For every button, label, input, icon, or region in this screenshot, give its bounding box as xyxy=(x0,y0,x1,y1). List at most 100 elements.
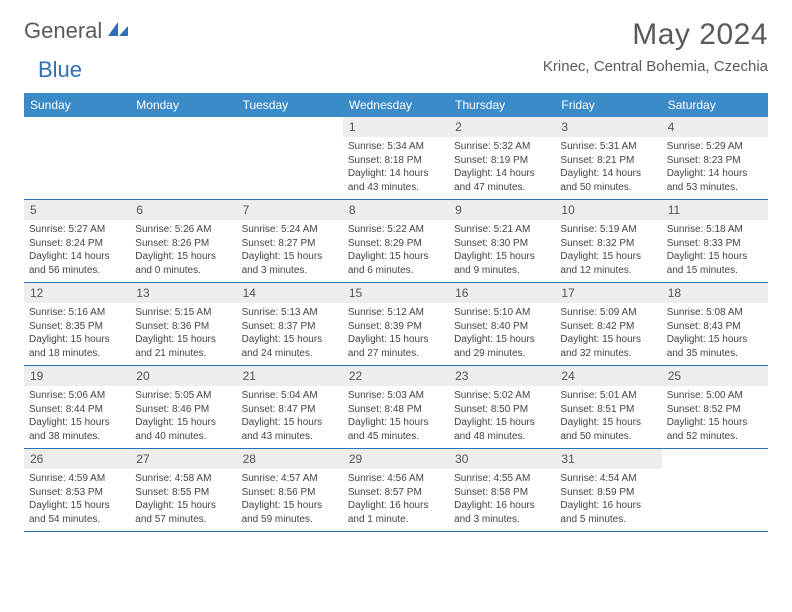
detail-line: Sunset: 8:21 PM xyxy=(560,154,656,168)
detail-line: Sunset: 8:42 PM xyxy=(560,320,656,334)
day-number: 20 xyxy=(130,366,236,386)
detail-line: Sunset: 8:52 PM xyxy=(667,403,763,417)
day-24: 24Sunrise: 5:01 AMSunset: 8:51 PMDayligh… xyxy=(555,366,661,448)
detail-line: Sunset: 8:32 PM xyxy=(560,237,656,251)
day-3: 3Sunrise: 5:31 AMSunset: 8:21 PMDaylight… xyxy=(555,117,661,199)
detail-line: Sunset: 8:29 PM xyxy=(348,237,444,251)
detail-line: Sunset: 8:27 PM xyxy=(242,237,338,251)
weekday-header-row: SundayMondayTuesdayWednesdayThursdayFrid… xyxy=(24,93,768,117)
day-details: Sunrise: 4:58 AMSunset: 8:55 PMDaylight:… xyxy=(130,469,236,531)
day-30: 30Sunrise: 4:55 AMSunset: 8:58 PMDayligh… xyxy=(449,449,555,531)
day-details: Sunrise: 5:27 AMSunset: 8:24 PMDaylight:… xyxy=(24,220,130,282)
day-29: 29Sunrise: 4:56 AMSunset: 8:57 PMDayligh… xyxy=(343,449,449,531)
brand-logo: General xyxy=(24,18,132,44)
weeks-container: 1Sunrise: 5:34 AMSunset: 8:18 PMDaylight… xyxy=(24,117,768,532)
day-23: 23Sunrise: 5:02 AMSunset: 8:50 PMDayligh… xyxy=(449,366,555,448)
brand-part2: Blue xyxy=(38,57,82,83)
day-details: Sunrise: 4:56 AMSunset: 8:57 PMDaylight:… xyxy=(343,469,449,531)
detail-line: Sunset: 8:26 PM xyxy=(135,237,231,251)
detail-line: Sunrise: 5:19 AM xyxy=(560,223,656,237)
detail-line: Sunset: 8:50 PM xyxy=(454,403,550,417)
blank-day xyxy=(237,117,343,199)
day-details: Sunrise: 5:10 AMSunset: 8:40 PMDaylight:… xyxy=(449,303,555,365)
detail-line: Daylight: 14 hours xyxy=(348,167,444,181)
week-row: 26Sunrise: 4:59 AMSunset: 8:53 PMDayligh… xyxy=(24,449,768,532)
day-7: 7Sunrise: 5:24 AMSunset: 8:27 PMDaylight… xyxy=(237,200,343,282)
day-number: 6 xyxy=(130,200,236,220)
detail-line: Sunrise: 4:55 AM xyxy=(454,472,550,486)
detail-line: Sunrise: 5:18 AM xyxy=(667,223,763,237)
day-number: 5 xyxy=(24,200,130,220)
detail-line: Sunrise: 4:57 AM xyxy=(242,472,338,486)
day-details: Sunrise: 5:05 AMSunset: 8:46 PMDaylight:… xyxy=(130,386,236,448)
detail-line: Sunrise: 5:04 AM xyxy=(242,389,338,403)
detail-line: and 27 minutes. xyxy=(348,347,444,361)
day-9: 9Sunrise: 5:21 AMSunset: 8:30 PMDaylight… xyxy=(449,200,555,282)
day-15: 15Sunrise: 5:12 AMSunset: 8:39 PMDayligh… xyxy=(343,283,449,365)
day-details: Sunrise: 5:26 AMSunset: 8:26 PMDaylight:… xyxy=(130,220,236,282)
detail-line: Daylight: 15 hours xyxy=(29,499,125,513)
detail-line: and 45 minutes. xyxy=(348,430,444,444)
day-2: 2Sunrise: 5:32 AMSunset: 8:19 PMDaylight… xyxy=(449,117,555,199)
day-number: 17 xyxy=(555,283,661,303)
day-number: 22 xyxy=(343,366,449,386)
day-20: 20Sunrise: 5:05 AMSunset: 8:46 PMDayligh… xyxy=(130,366,236,448)
day-number: 10 xyxy=(555,200,661,220)
detail-line: Sunset: 8:55 PM xyxy=(135,486,231,500)
blank-day xyxy=(130,117,236,199)
day-5: 5Sunrise: 5:27 AMSunset: 8:24 PMDaylight… xyxy=(24,200,130,282)
day-details xyxy=(130,123,236,131)
detail-line: Daylight: 15 hours xyxy=(29,333,125,347)
day-8: 8Sunrise: 5:22 AMSunset: 8:29 PMDaylight… xyxy=(343,200,449,282)
day-details: Sunrise: 4:55 AMSunset: 8:58 PMDaylight:… xyxy=(449,469,555,531)
day-details: Sunrise: 5:08 AMSunset: 8:43 PMDaylight:… xyxy=(662,303,768,365)
day-details: Sunrise: 5:12 AMSunset: 8:39 PMDaylight:… xyxy=(343,303,449,365)
detail-line: Sunrise: 5:01 AM xyxy=(560,389,656,403)
day-31: 31Sunrise: 4:54 AMSunset: 8:59 PMDayligh… xyxy=(555,449,661,531)
day-16: 16Sunrise: 5:10 AMSunset: 8:40 PMDayligh… xyxy=(449,283,555,365)
day-19: 19Sunrise: 5:06 AMSunset: 8:44 PMDayligh… xyxy=(24,366,130,448)
calendar: SundayMondayTuesdayWednesdayThursdayFrid… xyxy=(24,93,768,532)
day-number: 31 xyxy=(555,449,661,469)
detail-line: Daylight: 15 hours xyxy=(667,333,763,347)
detail-line: Sunrise: 5:08 AM xyxy=(667,306,763,320)
week-row: 5Sunrise: 5:27 AMSunset: 8:24 PMDaylight… xyxy=(24,200,768,283)
detail-line: and 48 minutes. xyxy=(454,430,550,444)
detail-line: Sunrise: 5:16 AM xyxy=(29,306,125,320)
detail-line: and 21 minutes. xyxy=(135,347,231,361)
detail-line: Daylight: 16 hours xyxy=(454,499,550,513)
day-number: 7 xyxy=(237,200,343,220)
detail-line: Daylight: 15 hours xyxy=(135,499,231,513)
detail-line: Daylight: 14 hours xyxy=(29,250,125,264)
day-number: 24 xyxy=(555,366,661,386)
day-details: Sunrise: 5:32 AMSunset: 8:19 PMDaylight:… xyxy=(449,137,555,199)
detail-line: Sunset: 8:56 PM xyxy=(242,486,338,500)
detail-line: and 29 minutes. xyxy=(454,347,550,361)
detail-line: and 3 minutes. xyxy=(242,264,338,278)
detail-line: and 59 minutes. xyxy=(242,513,338,527)
detail-line: Sunset: 8:23 PM xyxy=(667,154,763,168)
detail-line: Sunrise: 5:22 AM xyxy=(348,223,444,237)
month-title: May 2024 xyxy=(543,18,768,52)
day-number: 12 xyxy=(24,283,130,303)
detail-line: Sunrise: 5:13 AM xyxy=(242,306,338,320)
detail-line: Sunset: 8:39 PM xyxy=(348,320,444,334)
detail-line: Sunrise: 5:31 AM xyxy=(560,140,656,154)
day-details xyxy=(662,455,768,463)
day-number: 4 xyxy=(662,117,768,137)
weekday-tuesday: Tuesday xyxy=(237,93,343,117)
detail-line: Daylight: 15 hours xyxy=(667,250,763,264)
detail-line: Daylight: 15 hours xyxy=(135,416,231,430)
day-13: 13Sunrise: 5:15 AMSunset: 8:36 PMDayligh… xyxy=(130,283,236,365)
detail-line: Sunrise: 4:59 AM xyxy=(29,472,125,486)
day-details: Sunrise: 5:19 AMSunset: 8:32 PMDaylight:… xyxy=(555,220,661,282)
detail-line: Sunset: 8:33 PM xyxy=(667,237,763,251)
day-number: 25 xyxy=(662,366,768,386)
weekday-thursday: Thursday xyxy=(449,93,555,117)
weekday-saturday: Saturday xyxy=(662,93,768,117)
day-number: 18 xyxy=(662,283,768,303)
day-12: 12Sunrise: 5:16 AMSunset: 8:35 PMDayligh… xyxy=(24,283,130,365)
detail-line: Sunset: 8:40 PM xyxy=(454,320,550,334)
day-number: 11 xyxy=(662,200,768,220)
detail-line: Sunrise: 5:05 AM xyxy=(135,389,231,403)
